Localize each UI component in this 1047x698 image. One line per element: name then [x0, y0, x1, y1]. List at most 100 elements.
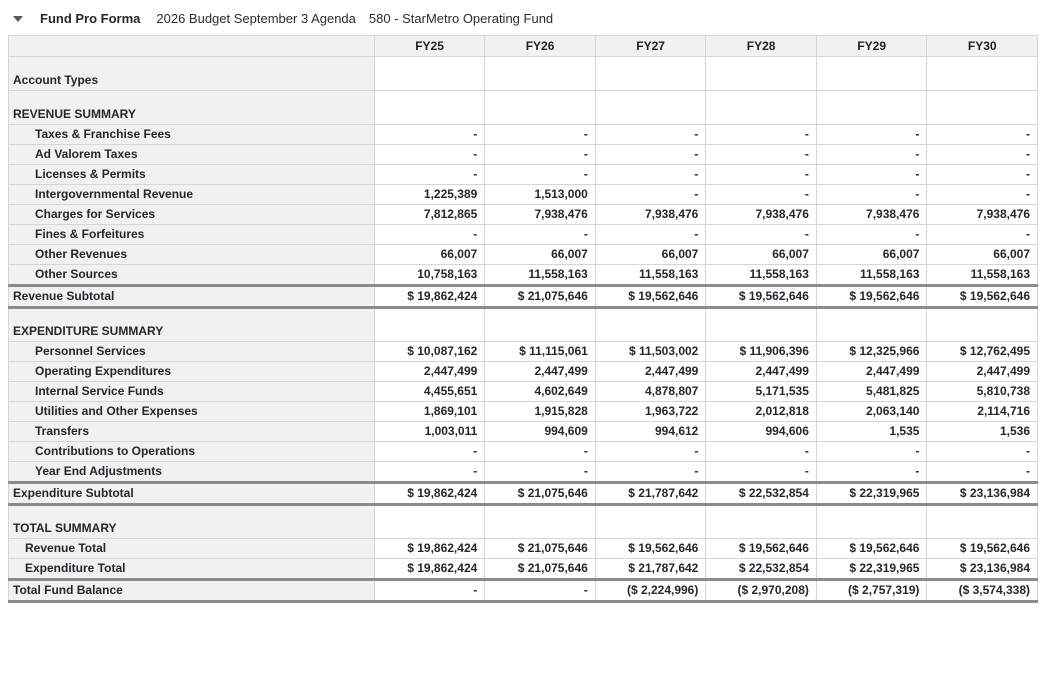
cell-value: - [594, 144, 707, 165]
row-label: Ad Valorem Taxes [8, 144, 375, 165]
cell-value: 1,963,722 [594, 401, 707, 422]
cell-value: - [373, 124, 486, 145]
column-header-fy25: FY25 [373, 35, 486, 57]
table-row-transfers: Transfers 1,003,011 994,609 994,612 994,606 1… [8, 421, 1038, 442]
budget-name: 2026 Budget September 3 Agenda [156, 11, 356, 26]
cell-value [926, 307, 1038, 342]
cell-value: 994,612 [594, 421, 707, 442]
cell-value: $ 19,562,646 [705, 538, 817, 559]
cell-value: $ 19,562,646 [815, 284, 928, 309]
row-label: Taxes & Franchise Fees [8, 124, 375, 145]
row-label-column-header [8, 35, 375, 57]
row-label: Contributions to Operations [8, 441, 375, 462]
cell-value: 994,606 [705, 421, 817, 442]
cell-value: - [594, 461, 707, 483]
cell-value: - [373, 144, 486, 165]
cell-value: $ 19,562,646 [594, 538, 707, 559]
cell-value: $ 11,503,002 [594, 341, 707, 362]
cell-value: 2,063,140 [815, 401, 928, 422]
cell-value: 1,915,828 [484, 401, 596, 422]
cell-value: $ 21,075,646 [484, 284, 596, 309]
column-header-row: FY25 FY26 FY27 FY28 FY29 FY30 [8, 35, 1038, 57]
cell-value: 4,602,649 [484, 381, 596, 402]
cell-value: $ 19,862,424 [373, 558, 486, 580]
row-label: Operating Expenditures [8, 361, 375, 382]
row-label: Total Fund Balance [8, 578, 375, 603]
row-label: REVENUE SUMMARY [8, 90, 375, 125]
cell-value [373, 307, 486, 342]
row-label: Year End Adjustments [8, 461, 375, 483]
table-row-revenue-total: Revenue Total $ 19,862,424 $ 21,075,646 $ 1… [8, 538, 1038, 559]
row-label: Intergovernmental Revenue [8, 184, 375, 205]
cell-value [705, 504, 817, 539]
cell-value: 66,007 [926, 244, 1038, 265]
cell-value [705, 307, 817, 342]
cell-value [484, 56, 596, 91]
table-row-revenue-subtotal: Revenue Subtotal $ 19,862,424 $ 21,075,646… [8, 284, 1038, 309]
cell-value: 5,481,825 [815, 381, 928, 402]
cell-value: - [373, 164, 486, 185]
column-header-fy29: FY29 [815, 35, 928, 57]
cell-value: 11,558,163 [484, 264, 596, 286]
table-row-expenditure-total: Expenditure Total $ 19,862,424 $ 21,075,64… [8, 558, 1038, 580]
cell-value: $ 19,862,424 [373, 538, 486, 559]
cell-value: ($ 2,970,208) [705, 578, 817, 603]
cell-value: - [373, 578, 486, 603]
row-label: Expenditure Total [8, 558, 375, 580]
table-row-utilities-and-other-expenses: Utilities and Other Expenses 1,869,101 1,9… [8, 401, 1038, 422]
cell-value: - [815, 461, 928, 483]
cell-value: - [815, 144, 928, 165]
cell-value: 66,007 [705, 244, 817, 265]
table-row-other-sources: Other Sources 10,758,163 11,558,163 11,558,… [8, 264, 1038, 286]
cell-value [705, 56, 817, 91]
cell-value: $ 19,862,424 [373, 481, 486, 506]
cell-value: - [815, 441, 928, 462]
cell-value [373, 504, 486, 539]
cell-value: - [594, 124, 707, 145]
cell-value: - [594, 441, 707, 462]
cell-value: 2,447,499 [705, 361, 817, 382]
cell-value: $ 19,562,646 [926, 284, 1038, 309]
cell-value: - [705, 461, 817, 483]
cell-value: $ 22,319,965 [815, 481, 928, 506]
cell-value: 1,869,101 [373, 401, 486, 422]
cell-value: 7,938,476 [484, 204, 596, 225]
row-label: Utilities and Other Expenses [8, 401, 375, 422]
row-label: Expenditure Subtotal [8, 481, 375, 506]
cell-value: $ 19,862,424 [373, 284, 486, 309]
cell-value: 2,447,499 [373, 361, 486, 382]
cell-value: - [373, 441, 486, 462]
cell-value: - [926, 164, 1038, 185]
cell-value: $ 12,325,966 [815, 341, 928, 362]
cell-value: - [815, 124, 928, 145]
cell-value [594, 307, 707, 342]
cell-value: $ 19,562,646 [594, 284, 707, 309]
cell-value: 66,007 [373, 244, 486, 265]
cell-value [926, 90, 1038, 125]
report-titlebar: Fund Pro Forma 2026 Budget September 3 A… [0, 0, 1047, 35]
cell-value: $ 22,319,965 [815, 558, 928, 580]
collapse-triangle-down-icon[interactable] [13, 15, 23, 22]
cell-value [484, 90, 596, 125]
table-row-other-revenues: Other Revenues 66,007 66,007 66,007 66,007 66… [8, 244, 1038, 265]
table-row-contributions-to-operations: Contributions to Operations - - - - - - [8, 441, 1038, 462]
cell-value [705, 90, 817, 125]
cell-value [926, 56, 1038, 91]
cell-value: - [815, 184, 928, 205]
cell-value: - [926, 441, 1038, 462]
cell-value: - [705, 164, 817, 185]
cell-value [594, 504, 707, 539]
column-header-fy28: FY28 [705, 35, 817, 57]
cell-value: - [373, 224, 486, 245]
column-header-fy30: FY30 [926, 35, 1038, 57]
row-label: EXPENDITURE SUMMARY [8, 307, 375, 342]
table-row-charges-for-services: Charges for Services 7,812,865 7,938,476 7,… [8, 204, 1038, 225]
row-label: Account Types [8, 56, 375, 91]
cell-value [926, 504, 1038, 539]
cell-value: - [373, 461, 486, 483]
row-label: Personnel Services [8, 341, 375, 362]
cell-value: - [926, 124, 1038, 145]
cell-value: - [484, 124, 596, 145]
table-row-licenses-permits: Licenses & Permits - - - - - - [8, 164, 1038, 185]
